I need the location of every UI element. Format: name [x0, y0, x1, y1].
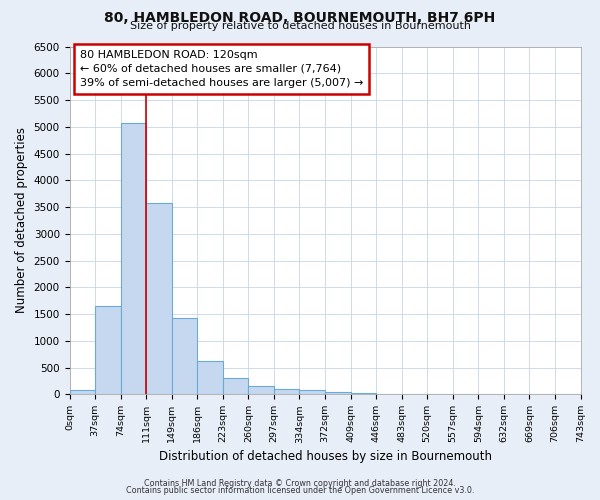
Text: Contains public sector information licensed under the Open Government Licence v3: Contains public sector information licen… [126, 486, 474, 495]
Bar [146, 203, 172, 394]
Bar [350, 393, 376, 394]
Bar [172, 318, 197, 394]
Bar [248, 386, 274, 394]
Text: 80, HAMBLEDON ROAD, BOURNEMOUTH, BH7 6PH: 80, HAMBLEDON ROAD, BOURNEMOUTH, BH7 6PH [104, 11, 496, 25]
Text: 80 HAMBLEDON ROAD: 120sqm
← 60% of detached houses are smaller (7,764)
39% of se: 80 HAMBLEDON ROAD: 120sqm ← 60% of detac… [80, 50, 363, 88]
Bar [197, 362, 223, 394]
Text: Contains HM Land Registry data © Crown copyright and database right 2024.: Contains HM Land Registry data © Crown c… [144, 478, 456, 488]
Bar [121, 123, 146, 394]
Bar [70, 390, 95, 394]
Text: Size of property relative to detached houses in Bournemouth: Size of property relative to detached ho… [130, 21, 470, 31]
X-axis label: Distribution of detached houses by size in Bournemouth: Distribution of detached houses by size … [158, 450, 491, 462]
Y-axis label: Number of detached properties: Number of detached properties [15, 128, 28, 314]
Bar [274, 388, 299, 394]
Bar [299, 390, 325, 394]
Bar [95, 306, 121, 394]
Bar [325, 392, 350, 394]
Bar [223, 378, 248, 394]
